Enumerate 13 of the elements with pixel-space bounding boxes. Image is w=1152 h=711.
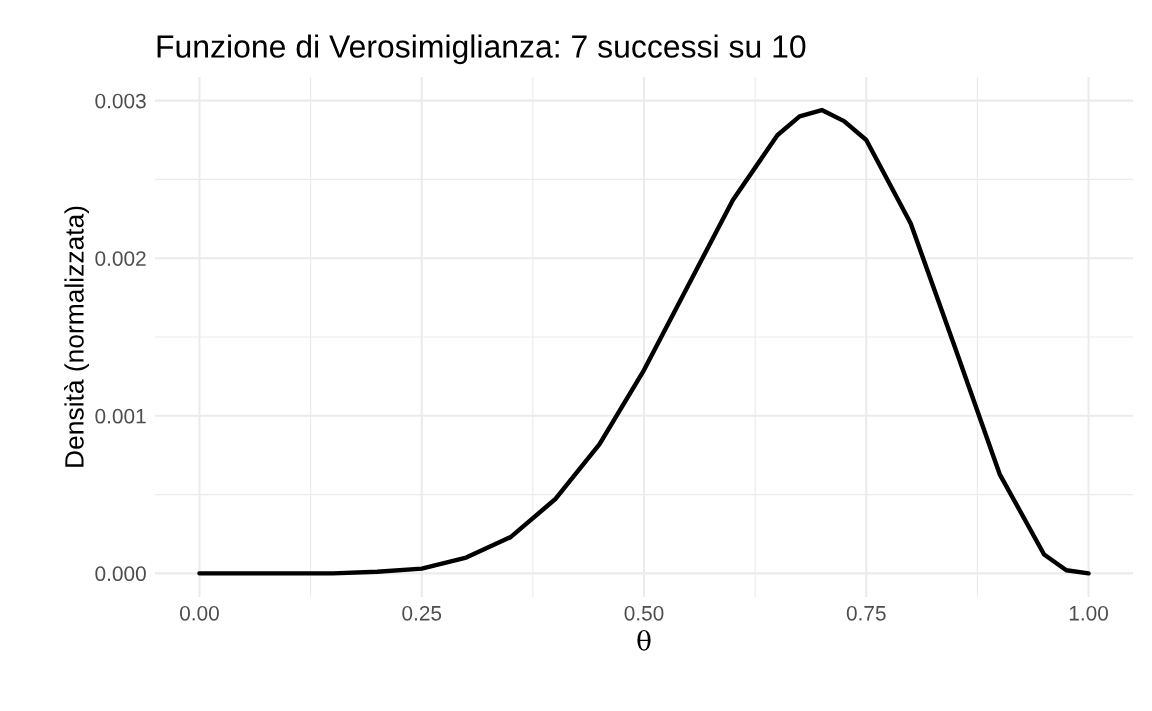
x-tick-label: 1.00 (1069, 605, 1109, 621)
y-axis-title: Densità (normalizzata) (64, 206, 89, 467)
x-tick-label: 0.75 (846, 605, 886, 621)
y-tick-label: 0.001 (95, 408, 146, 424)
y-tick-label: 0.000 (95, 566, 146, 582)
line-series (197, 107, 1091, 576)
x-tick-label: 0.50 (624, 605, 664, 621)
x-axis-title: θ (637, 630, 651, 651)
chart-title: Funzione di Verosimiglianza: 7 successi su 10 (157, 34, 806, 65)
x-tick-label: 0.00 (180, 605, 219, 621)
y-tick-label: 0.002 (95, 251, 146, 266)
y-tick-label: 0.003 (95, 93, 146, 109)
x-tick-label: 0.25 (402, 605, 442, 621)
